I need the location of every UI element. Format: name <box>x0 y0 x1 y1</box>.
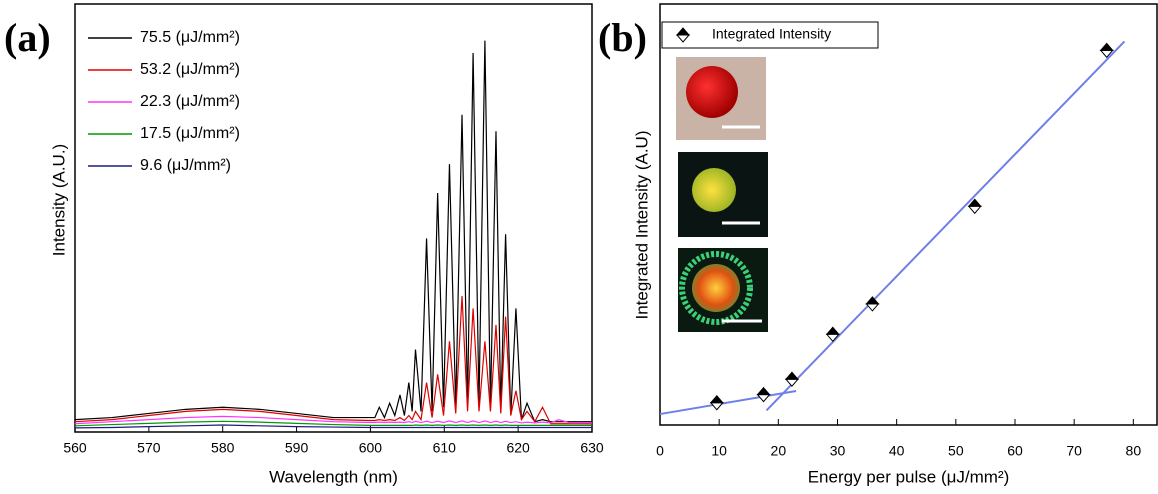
marker-bottom <box>967 205 982 215</box>
spectrum-line <box>74 296 592 425</box>
plot-frame <box>74 3 593 433</box>
y-axis-label: Intensity (A.U.) <box>49 144 68 256</box>
data-point <box>756 386 771 403</box>
spectrum-line <box>74 424 592 429</box>
inset-images <box>676 57 768 332</box>
data-point <box>1099 42 1114 59</box>
marker-bottom <box>784 378 800 388</box>
marker-top <box>865 296 880 305</box>
x-tick-label: 30 <box>830 443 846 459</box>
marker-top <box>675 27 691 36</box>
data-point <box>709 394 724 411</box>
x-tick-label: 580 <box>211 440 235 456</box>
microsphere <box>692 264 740 312</box>
legend-label: 22.3 (μJ/mm²) <box>140 93 240 110</box>
microsphere <box>692 168 736 212</box>
x-tick-label: 80 <box>1126 443 1142 459</box>
legend-box <box>661 21 879 49</box>
legend-label: 17.5 (μJ/mm²) <box>140 125 240 142</box>
marker-top <box>825 326 840 335</box>
x-tick-label: 600 <box>359 440 383 456</box>
x-tick-label: 630 <box>580 440 604 456</box>
data-point <box>967 198 982 215</box>
legend-label: 9.6 (μJ/mm²) <box>140 157 231 174</box>
x-tick-label: 570 <box>137 440 161 456</box>
x-tick-label: 40 <box>889 443 905 459</box>
x-tick-label: 560 <box>63 440 87 456</box>
marker-bottom <box>709 402 724 411</box>
marker-top <box>784 371 800 380</box>
x-tick-label: 50 <box>948 443 964 459</box>
x-tick-label: 60 <box>1007 443 1023 459</box>
marker-top <box>756 386 771 396</box>
y-axis-label: Integrated Intensity (A.U) <box>632 131 651 320</box>
data-point <box>865 296 880 312</box>
ring <box>679 251 753 325</box>
legend-label: 75.5 (μJ/mm²) <box>140 29 240 46</box>
x-tick-label: 610 <box>433 440 457 456</box>
marker-top <box>709 394 724 404</box>
x-tick-label: 0 <box>656 443 664 459</box>
x-tick-label: 590 <box>285 440 309 456</box>
legend-marker <box>675 27 691 43</box>
x-tick-label: 620 <box>506 440 530 456</box>
fit-line <box>765 40 1126 412</box>
panel-label: (b) <box>598 15 647 60</box>
spectrum-line <box>74 420 592 427</box>
marker-top <box>967 198 982 207</box>
data-point <box>825 326 840 343</box>
legend-label: Integrated Intensity <box>712 26 831 42</box>
legend-label: 53.2 (μJ/mm²) <box>140 61 240 78</box>
microsphere <box>686 66 738 118</box>
x-axis-label: Wavelength (nm) <box>269 467 398 486</box>
fit-line <box>659 389 797 416</box>
marker-bottom <box>865 303 880 312</box>
x-axis-label: Energy per pulse (μJ/mm²) <box>808 467 1010 486</box>
data-point <box>784 371 800 388</box>
spectrum-line <box>74 40 592 423</box>
panel-label: (a) <box>4 15 51 60</box>
marker-top <box>1099 42 1114 51</box>
x-tick-label: 10 <box>711 443 727 459</box>
plot-frame <box>659 3 1158 426</box>
spectrum-line <box>74 415 592 425</box>
x-tick-label: 70 <box>1066 443 1082 459</box>
x-tick-label: 20 <box>771 443 787 459</box>
